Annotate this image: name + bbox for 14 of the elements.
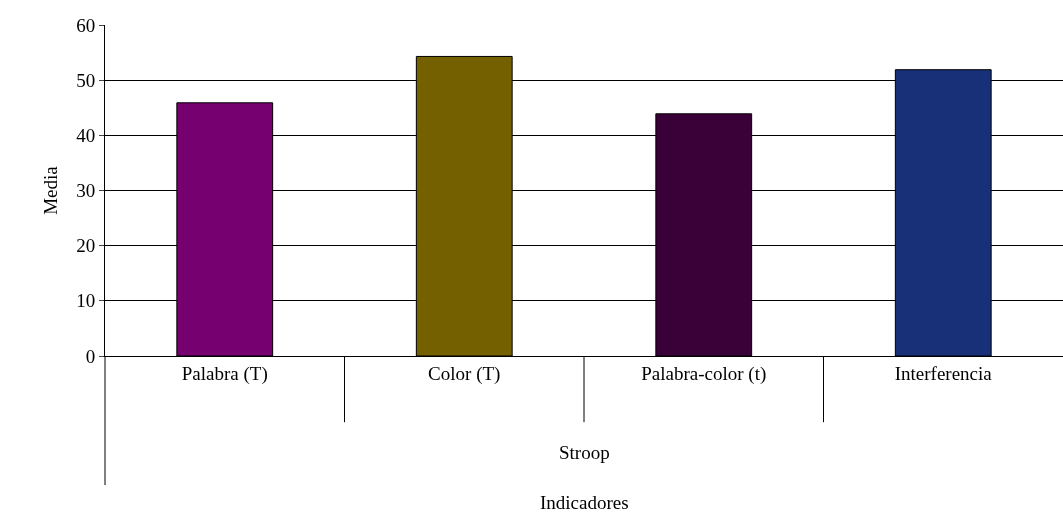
x-tick-label: Interferencia xyxy=(894,362,993,384)
y-tick-label: 50 xyxy=(76,69,96,91)
x-tick-label: Color (T) xyxy=(428,362,501,385)
y-axis-title: Media xyxy=(40,165,61,215)
x-tick-label: Palabra-color (t) xyxy=(641,362,767,385)
y-tick-label: 60 xyxy=(76,14,96,36)
y-tick-label: 30 xyxy=(76,180,96,202)
x-tick-label: Palabra (T) xyxy=(181,362,268,385)
y-tick-label: 20 xyxy=(76,235,96,257)
text: Indicadores xyxy=(540,492,629,513)
text: Stroop xyxy=(559,442,610,463)
y-tick-label: 10 xyxy=(76,290,96,312)
y-tick-label: 0 xyxy=(85,345,96,367)
y-tick-label: 40 xyxy=(76,124,96,146)
